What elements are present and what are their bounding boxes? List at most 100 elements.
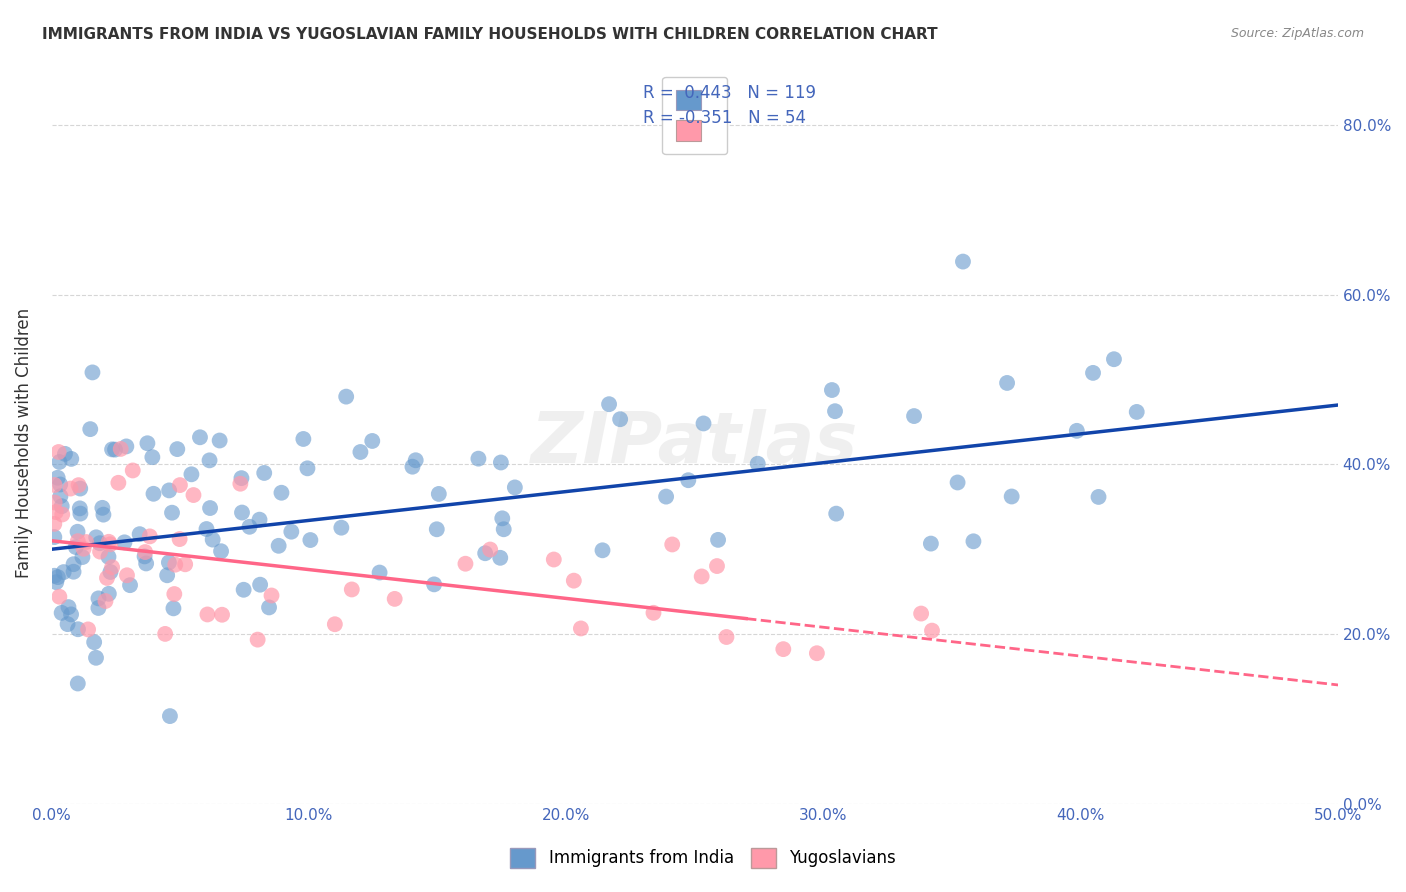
Point <box>962 534 984 549</box>
Point <box>821 383 844 397</box>
Point <box>183 488 205 502</box>
Point <box>101 442 124 457</box>
Point <box>1001 490 1024 504</box>
Point <box>157 483 180 498</box>
Point <box>232 582 254 597</box>
Text: R = -0.351   N = 54: R = -0.351 N = 54 <box>643 109 806 127</box>
Point <box>53 447 76 461</box>
Point <box>163 587 186 601</box>
Point <box>169 532 191 546</box>
Point <box>87 601 110 615</box>
Point <box>49 489 72 503</box>
Point <box>198 453 221 467</box>
Point <box>60 451 83 466</box>
Point <box>58 600 80 615</box>
Point <box>142 487 165 501</box>
Point <box>166 442 188 456</box>
Point <box>91 500 114 515</box>
Point <box>921 624 943 638</box>
Point <box>49 477 72 491</box>
Point <box>249 513 271 527</box>
Point <box>707 533 730 547</box>
Point <box>643 606 665 620</box>
Point <box>98 537 121 551</box>
Point <box>101 560 124 574</box>
Point <box>426 522 449 536</box>
Point <box>94 594 117 608</box>
Point <box>75 535 97 549</box>
Point <box>188 430 211 444</box>
Point <box>423 577 446 591</box>
Point <box>910 607 932 621</box>
Point <box>361 434 384 448</box>
Point <box>97 534 120 549</box>
Point <box>491 511 513 525</box>
Text: Source: ZipAtlas.com: Source: ZipAtlas.com <box>1230 27 1364 40</box>
Point <box>952 254 974 268</box>
Point <box>292 432 315 446</box>
Point <box>135 557 157 571</box>
Point <box>198 501 221 516</box>
Point <box>340 582 363 597</box>
Point <box>59 482 82 496</box>
Point <box>79 422 101 436</box>
Point <box>100 565 122 579</box>
Point <box>661 537 683 551</box>
Point <box>62 565 84 579</box>
Point <box>401 459 423 474</box>
Point <box>330 521 353 535</box>
Point <box>1102 352 1125 367</box>
Point <box>1066 424 1088 438</box>
Legend: Immigrants from India, Yugoslavians: Immigrants from India, Yugoslavians <box>503 841 903 875</box>
Point <box>454 557 477 571</box>
Point <box>66 524 89 539</box>
Point <box>946 475 969 490</box>
Point <box>97 587 120 601</box>
Point <box>44 516 66 531</box>
Point <box>211 607 233 622</box>
Point <box>267 539 290 553</box>
Point <box>66 534 89 549</box>
Point <box>84 650 107 665</box>
Point <box>920 536 942 550</box>
Point <box>174 558 197 572</box>
Point <box>67 478 90 492</box>
Point <box>1087 490 1109 504</box>
Point <box>84 530 107 544</box>
Point <box>44 495 66 509</box>
Point <box>134 545 156 559</box>
Text: ZIPatlas: ZIPatlas <box>531 409 859 478</box>
Point <box>772 642 794 657</box>
Text: IMMIGRANTS FROM INDIA VS YUGOSLAVIAN FAMILY HOUSEHOLDS WITH CHILDREN CORRELATION: IMMIGRANTS FROM INDIA VS YUGOSLAVIAN FAM… <box>42 27 938 42</box>
Point <box>87 591 110 606</box>
Text: R =  0.443   N = 119: R = 0.443 N = 119 <box>643 84 815 102</box>
Point <box>569 622 592 636</box>
Point <box>104 442 127 457</box>
Point <box>139 529 162 543</box>
Point <box>489 550 512 565</box>
Point <box>136 436 159 450</box>
Point <box>56 617 79 632</box>
Point <box>609 412 631 426</box>
Point <box>598 397 620 411</box>
Point <box>82 366 104 380</box>
Point <box>806 646 828 660</box>
Point <box>65 540 87 554</box>
Point <box>692 417 714 431</box>
Point <box>197 607 219 622</box>
Point <box>655 490 678 504</box>
Point <box>115 568 138 582</box>
Point <box>208 434 231 448</box>
Point <box>45 505 67 519</box>
Point <box>716 630 738 644</box>
Point <box>349 445 371 459</box>
Point <box>44 478 66 492</box>
Point <box>246 632 269 647</box>
Point <box>706 559 728 574</box>
Point <box>335 390 357 404</box>
Point <box>69 507 91 521</box>
Point <box>165 558 187 572</box>
Point <box>96 571 118 585</box>
Point <box>1081 366 1104 380</box>
Point <box>229 476 252 491</box>
